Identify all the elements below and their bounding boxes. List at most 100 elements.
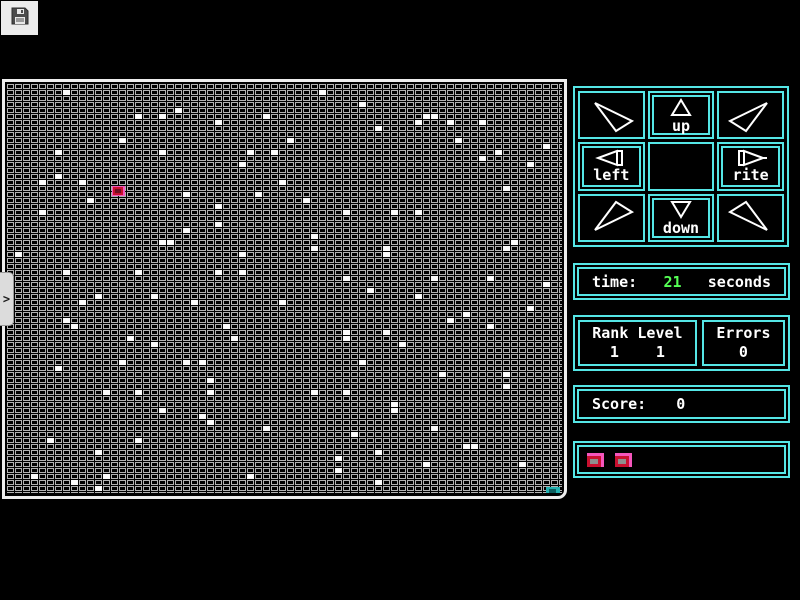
grid-dot [367,288,374,293]
grid-dot [487,324,494,329]
grid-dot [135,438,142,443]
move-up-label: up [671,116,691,135]
grid-dot [79,180,86,185]
grid-dot [103,390,110,395]
rank-errors-panel: Rank Level 1 1 Errors 0 [573,315,790,371]
grid-dot [423,114,430,119]
grid-dot [431,276,438,281]
grid-dot [159,150,166,155]
move-down-left-button[interactable] [578,193,645,242]
grid-dot [191,300,198,305]
rank-level-label: Rank Level [592,324,683,342]
grid-dot [199,360,206,365]
rank-value: 1 [609,343,619,361]
board-cells[interactable] [7,84,562,493]
grid-dot [463,444,470,449]
grid-dot [415,294,422,299]
grid-dot [87,198,94,203]
move-rite-label: rite [732,166,769,185]
floppy-disk-icon [9,5,31,31]
grid-dot [375,450,382,455]
dart-down-right-icon [723,198,779,238]
grid-dot [63,318,70,323]
grid-dot [439,372,446,377]
grid-dot [495,150,502,155]
time-label: time: [592,272,638,291]
grid-dot [487,276,494,281]
sidebar-expand-handle[interactable]: > [0,272,14,326]
game-board[interactable] [2,79,567,499]
grid-dot [47,438,54,443]
grid-dot [71,324,78,329]
grid-dot [399,342,406,347]
life-icon [587,452,604,467]
grid-dot [383,330,390,335]
grid-dot [263,114,270,119]
grid-dot [503,246,510,251]
grid-dot [159,240,166,245]
move-down-label: down [662,219,700,238]
grid-dot [135,114,142,119]
grid-dot [55,150,62,155]
triangle-right-icon [735,149,767,167]
grid-dot [199,414,206,419]
grid-dot [383,252,390,257]
triangle-left-icon [595,149,627,167]
lives-row [577,445,786,474]
triangle-up-icon [669,97,693,118]
grid-dot [311,390,318,395]
save-button[interactable] [1,1,38,35]
grid-dot [543,282,550,287]
player-marker [112,186,125,196]
grid-dot [239,270,246,275]
grid-dot [503,372,510,377]
grid-dot [511,240,518,245]
grid-dot [447,120,454,125]
lives-panel [573,441,790,478]
grid-dot [503,384,510,389]
move-down-right-button[interactable] [717,193,784,242]
grid-dot [343,390,350,395]
grid-dot [375,126,382,131]
grid-dot [335,456,342,461]
grid-dot [375,480,382,485]
grid-dot [503,186,510,191]
move-down-button[interactable]: down [647,193,715,242]
grid-dot [343,210,350,215]
score-label: Score: [592,395,647,413]
move-up-left-button[interactable] [578,91,645,140]
move-left-button[interactable]: left [578,142,645,191]
grid-dot [383,246,390,251]
time-unit: seconds [707,272,771,291]
grid-dot [127,336,134,341]
grid-dot [415,210,422,215]
grid-dot [215,120,222,125]
grid-dot [167,240,174,245]
grid-dot [471,444,478,449]
grid-dot [391,408,398,413]
dart-up-left-icon [583,95,639,135]
grid-dot [447,318,454,323]
grid-dot [279,300,286,305]
grid-dot [207,378,214,383]
errors-label: Errors [716,324,771,342]
grid-dot [455,138,462,143]
move-up-button[interactable]: up [647,91,715,140]
move-rite-button[interactable]: rite [717,142,784,191]
grid-dot [119,360,126,365]
grid-dot [239,252,246,257]
grid-dot [343,276,350,281]
move-up-right-button[interactable] [717,91,784,140]
errors-value: 0 [738,343,748,361]
grid-dot [207,420,214,425]
grid-dot [335,468,342,473]
grid-dot [351,432,358,437]
grid-dot [527,306,534,311]
grid-dot [247,474,254,479]
score-panel: Score: 0 [573,385,790,423]
grid-dot [231,336,238,341]
grid-dot [431,426,438,431]
grid-dot [239,162,246,167]
grid-dot [39,210,46,215]
dart-down-left-icon [583,198,639,238]
